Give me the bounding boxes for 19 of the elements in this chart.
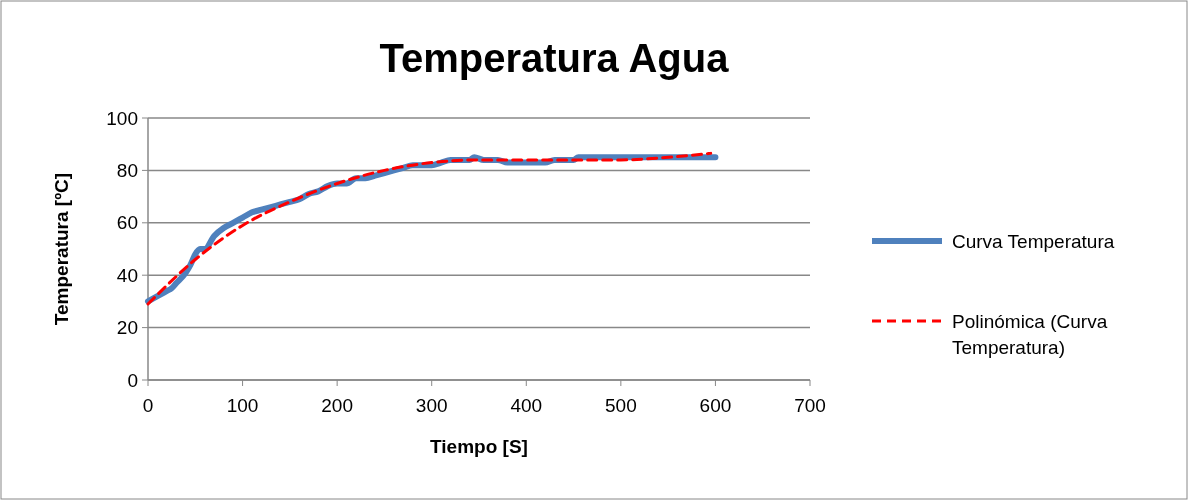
y-tick-label: 20	[116, 317, 138, 339]
x-tick-label: 500	[605, 395, 637, 416]
x-tick-label: 700	[794, 395, 826, 416]
x-tick-label: 0	[142, 395, 154, 416]
chart-title: Temperatura Agua	[379, 36, 730, 80]
x-tick-label: 600	[699, 395, 732, 416]
legend-label: Polinómica (Curva Temperatura)	[952, 310, 1108, 359]
x-tick-label: 200	[321, 395, 353, 416]
x-tick-label: 300	[415, 395, 448, 416]
y-tick-label: 60	[116, 212, 138, 234]
y-tick-label: 100	[106, 107, 138, 129]
x-tick-label: 400	[510, 395, 543, 416]
y-tick-label: 80	[116, 160, 138, 182]
y-axis-title: Temperatura [ºC]	[51, 172, 72, 326]
y-tick-label: 40	[116, 264, 138, 286]
x-axis-title: Tiempo [S]	[430, 436, 528, 457]
y-tick-label: 0	[127, 369, 138, 391]
legend-label: Curva Temperatura	[952, 230, 1115, 252]
x-tick-label: 100	[226, 395, 259, 416]
